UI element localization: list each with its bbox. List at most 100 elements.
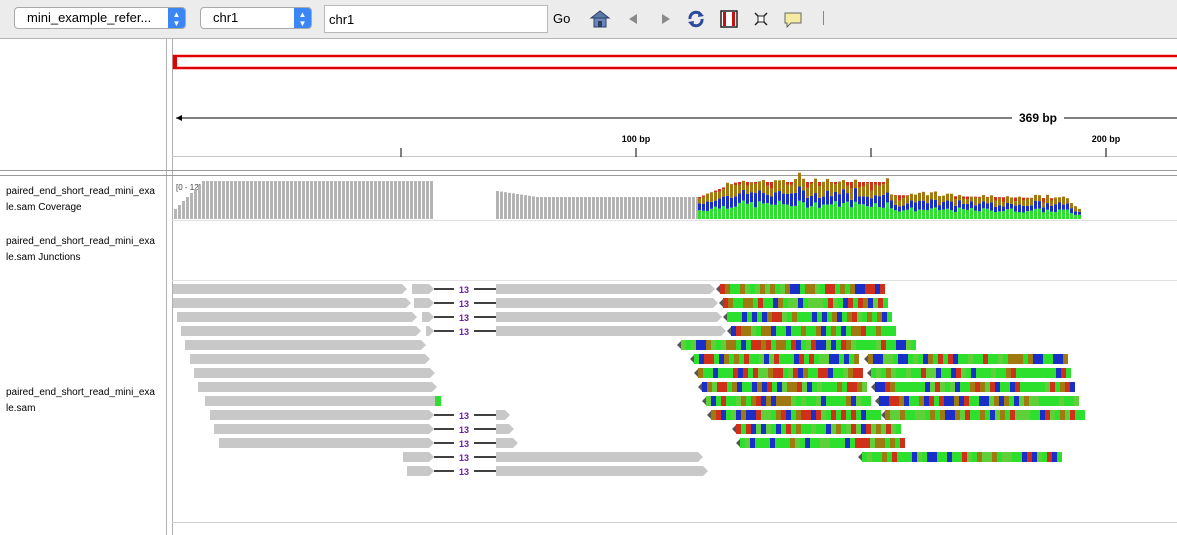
- mismatch-base: [894, 396, 899, 406]
- coverage-bar-segment: [934, 191, 937, 200]
- coverage-bar: [182, 201, 185, 219]
- coverage-bar: [270, 181, 273, 219]
- mismatch-base: [882, 452, 887, 462]
- popup-info-icon[interactable]: [782, 8, 804, 30]
- name-panel-divider[interactable]: [166, 39, 167, 535]
- mismatch-base: [1011, 368, 1016, 378]
- coverage-bar-segment: [830, 196, 833, 205]
- mismatch-base: [761, 424, 766, 434]
- mismatch-base: [741, 410, 746, 420]
- coverage-bar: [250, 181, 253, 219]
- coverage-bar: [620, 197, 623, 219]
- coverage-bar: [592, 197, 595, 219]
- mismatch-base: [876, 368, 881, 378]
- mismatch-base: [938, 354, 943, 364]
- coverage-bar-segment: [814, 202, 817, 219]
- genome-dropdown[interactable]: mini_example_refer... ▲ ▼: [14, 7, 186, 29]
- mismatch-base: [946, 368, 951, 378]
- refresh-icon[interactable]: [685, 8, 707, 30]
- coverage-bar: [266, 181, 269, 219]
- mismatch-base: [772, 312, 777, 322]
- mismatch-base: [812, 382, 817, 392]
- header-panel-divider[interactable]: [0, 170, 1177, 171]
- mismatch-base: [806, 340, 811, 350]
- coverage-bar-segment: [754, 183, 757, 194]
- region-of-interest-bar[interactable]: [172, 54, 1177, 70]
- coverage-histogram[interactable]: [174, 172, 1081, 219]
- coverage-bar: [346, 181, 349, 219]
- coverage-bar: [186, 197, 189, 219]
- mismatch-base: [883, 354, 888, 364]
- coverage-bar-segment: [906, 203, 909, 210]
- mismatch-base: [851, 326, 856, 336]
- mismatch-base: [760, 438, 765, 448]
- coverage-bar-segment: [954, 196, 957, 200]
- mismatch-base: [745, 284, 750, 294]
- coverage-bar-segment: [906, 209, 909, 219]
- coverage-bar-segment: [958, 194, 961, 201]
- coverage-bar-segment: [1046, 194, 1049, 204]
- mismatch-base: [853, 298, 858, 308]
- coverage-bar-segment: [714, 192, 717, 201]
- mismatch-base: [701, 340, 706, 350]
- mismatch-base: [965, 382, 970, 392]
- coverage-bar-segment: [710, 201, 713, 209]
- coverage-bar-segment: [878, 207, 881, 219]
- coverage-bar-segment: [858, 196, 861, 205]
- mismatch-base: [733, 368, 738, 378]
- mismatch-base: [826, 326, 831, 336]
- mismatch-base: [945, 410, 950, 420]
- alignment-track-label[interactable]: paired_end_short_read_mini_exa le.sam: [6, 387, 155, 414]
- coverage-bar: [552, 197, 555, 219]
- mismatch-base: [831, 326, 836, 336]
- coverage-bar-segment: [1018, 196, 1021, 205]
- mismatch-base: [735, 284, 740, 294]
- coverage-bar-segment: [774, 192, 777, 205]
- locus-search-input[interactable]: [324, 5, 548, 33]
- chromosome-dropdown[interactable]: chr1 ▲ ▼: [200, 7, 312, 29]
- coverage-bar-segment: [818, 182, 821, 187]
- mismatch-base: [861, 396, 866, 406]
- home-icon[interactable]: [589, 8, 611, 30]
- mismatch-base: [797, 312, 802, 322]
- mismatch-base: [816, 340, 821, 350]
- coverage-bar-segment: [786, 193, 789, 205]
- coverage-bar-segment: [1042, 207, 1045, 213]
- mismatch-base: [776, 396, 781, 406]
- coverage-track-label[interactable]: paired_end_short_read_mini_exa le.sam Co…: [6, 186, 155, 213]
- mismatch-base: [1045, 410, 1050, 420]
- junctions-track-label[interactable]: paired_end_short_read_mini_exa le.sam Ju…: [6, 236, 155, 263]
- back-icon[interactable]: [623, 8, 645, 30]
- mismatch-base: [786, 326, 791, 336]
- go-button[interactable]: Go: [553, 11, 571, 26]
- mismatch-base: [955, 382, 960, 392]
- forward-icon[interactable]: [654, 8, 676, 30]
- mismatch-base: [910, 382, 915, 392]
- coverage-bar-segment: [810, 195, 813, 207]
- coverage-bar: [202, 181, 205, 219]
- mismatch-base: [866, 340, 871, 350]
- coverage-bar-segment: [746, 182, 749, 186]
- mismatch-base: [802, 382, 807, 392]
- coverage-bar: [692, 197, 695, 219]
- mismatch-base: [841, 424, 846, 434]
- mismatch-base: [1008, 354, 1013, 364]
- region-of-interest-icon[interactable]: [718, 8, 740, 30]
- mismatch-base: [771, 410, 776, 420]
- mismatch-base: [925, 382, 930, 392]
- coverage-bar-segment: [702, 196, 705, 204]
- mismatch-base: [991, 368, 996, 378]
- alignment-reads[interactable]: 13 13 13 13 13 13 13 13 13: [173, 284, 1085, 477]
- coverage-bar-segment: [918, 200, 921, 210]
- mismatch-base: [781, 340, 786, 350]
- coverage-bar-segment: [1006, 209, 1009, 219]
- mismatch-base: [903, 354, 908, 364]
- coverage-bar: [318, 181, 321, 219]
- coverage-bar: [644, 197, 647, 219]
- mismatch-base: [835, 438, 840, 448]
- resize-to-window-icon[interactable]: [750, 8, 772, 30]
- mismatch-base: [743, 298, 748, 308]
- coverage-bar: [242, 181, 245, 219]
- coverage-bar-segment: [886, 178, 889, 193]
